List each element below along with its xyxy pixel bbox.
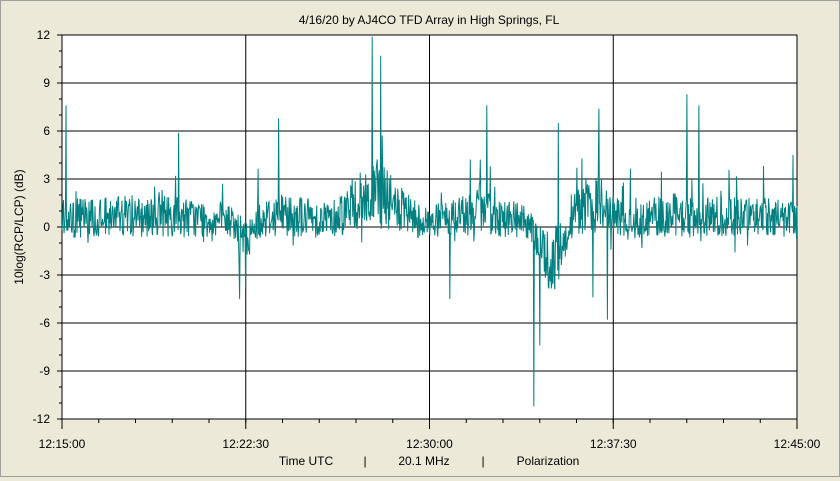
x-tick-label: 12:45:00	[774, 437, 821, 451]
y-tick-label: 9	[43, 76, 50, 90]
series-line	[61, 36, 798, 407]
y-tick-label: 12	[37, 28, 51, 42]
x-axis-label-separator: |	[363, 454, 366, 468]
y-tick-label: -6	[39, 316, 50, 330]
y-axis-tick-labels: 12 9 6 3 0 -3 -6 -9 -12	[33, 28, 62, 426]
y-tick-label: 6	[43, 124, 50, 138]
x-axis-label-frequency: 20.1 MHz	[398, 454, 449, 468]
y-tick-label: 0	[43, 220, 50, 234]
chart-title: 4/16/20 by AJ4CO TFD Array in High Sprin…	[299, 13, 560, 27]
x-axis-label-separator: |	[481, 454, 484, 468]
x-tick-label: 12:15:00	[39, 437, 86, 451]
x-tick-label: 12:22:30	[222, 437, 269, 451]
x-axis-tick-labels: 12:15:00 12:22:30 12:30:00 12:37:30 12:45:00	[39, 419, 821, 451]
x-tick-label: 12:30:00	[406, 437, 453, 451]
y-minor-ticks	[59, 50, 62, 404]
x-tick-label: 12:37:30	[590, 437, 637, 451]
y-tick-label: -12	[33, 412, 51, 426]
y-tick-label: -9	[39, 364, 50, 378]
y-tick-label: -3	[39, 268, 50, 282]
x-axis-label-mode: Polarization	[517, 454, 580, 468]
y-tick-label: 3	[43, 172, 50, 186]
y-axis-label: 10log(RCP/LCP) (dB)	[12, 169, 26, 284]
series-polarization	[61, 36, 798, 407]
x-axis-label-time: Time UTC	[279, 454, 334, 468]
